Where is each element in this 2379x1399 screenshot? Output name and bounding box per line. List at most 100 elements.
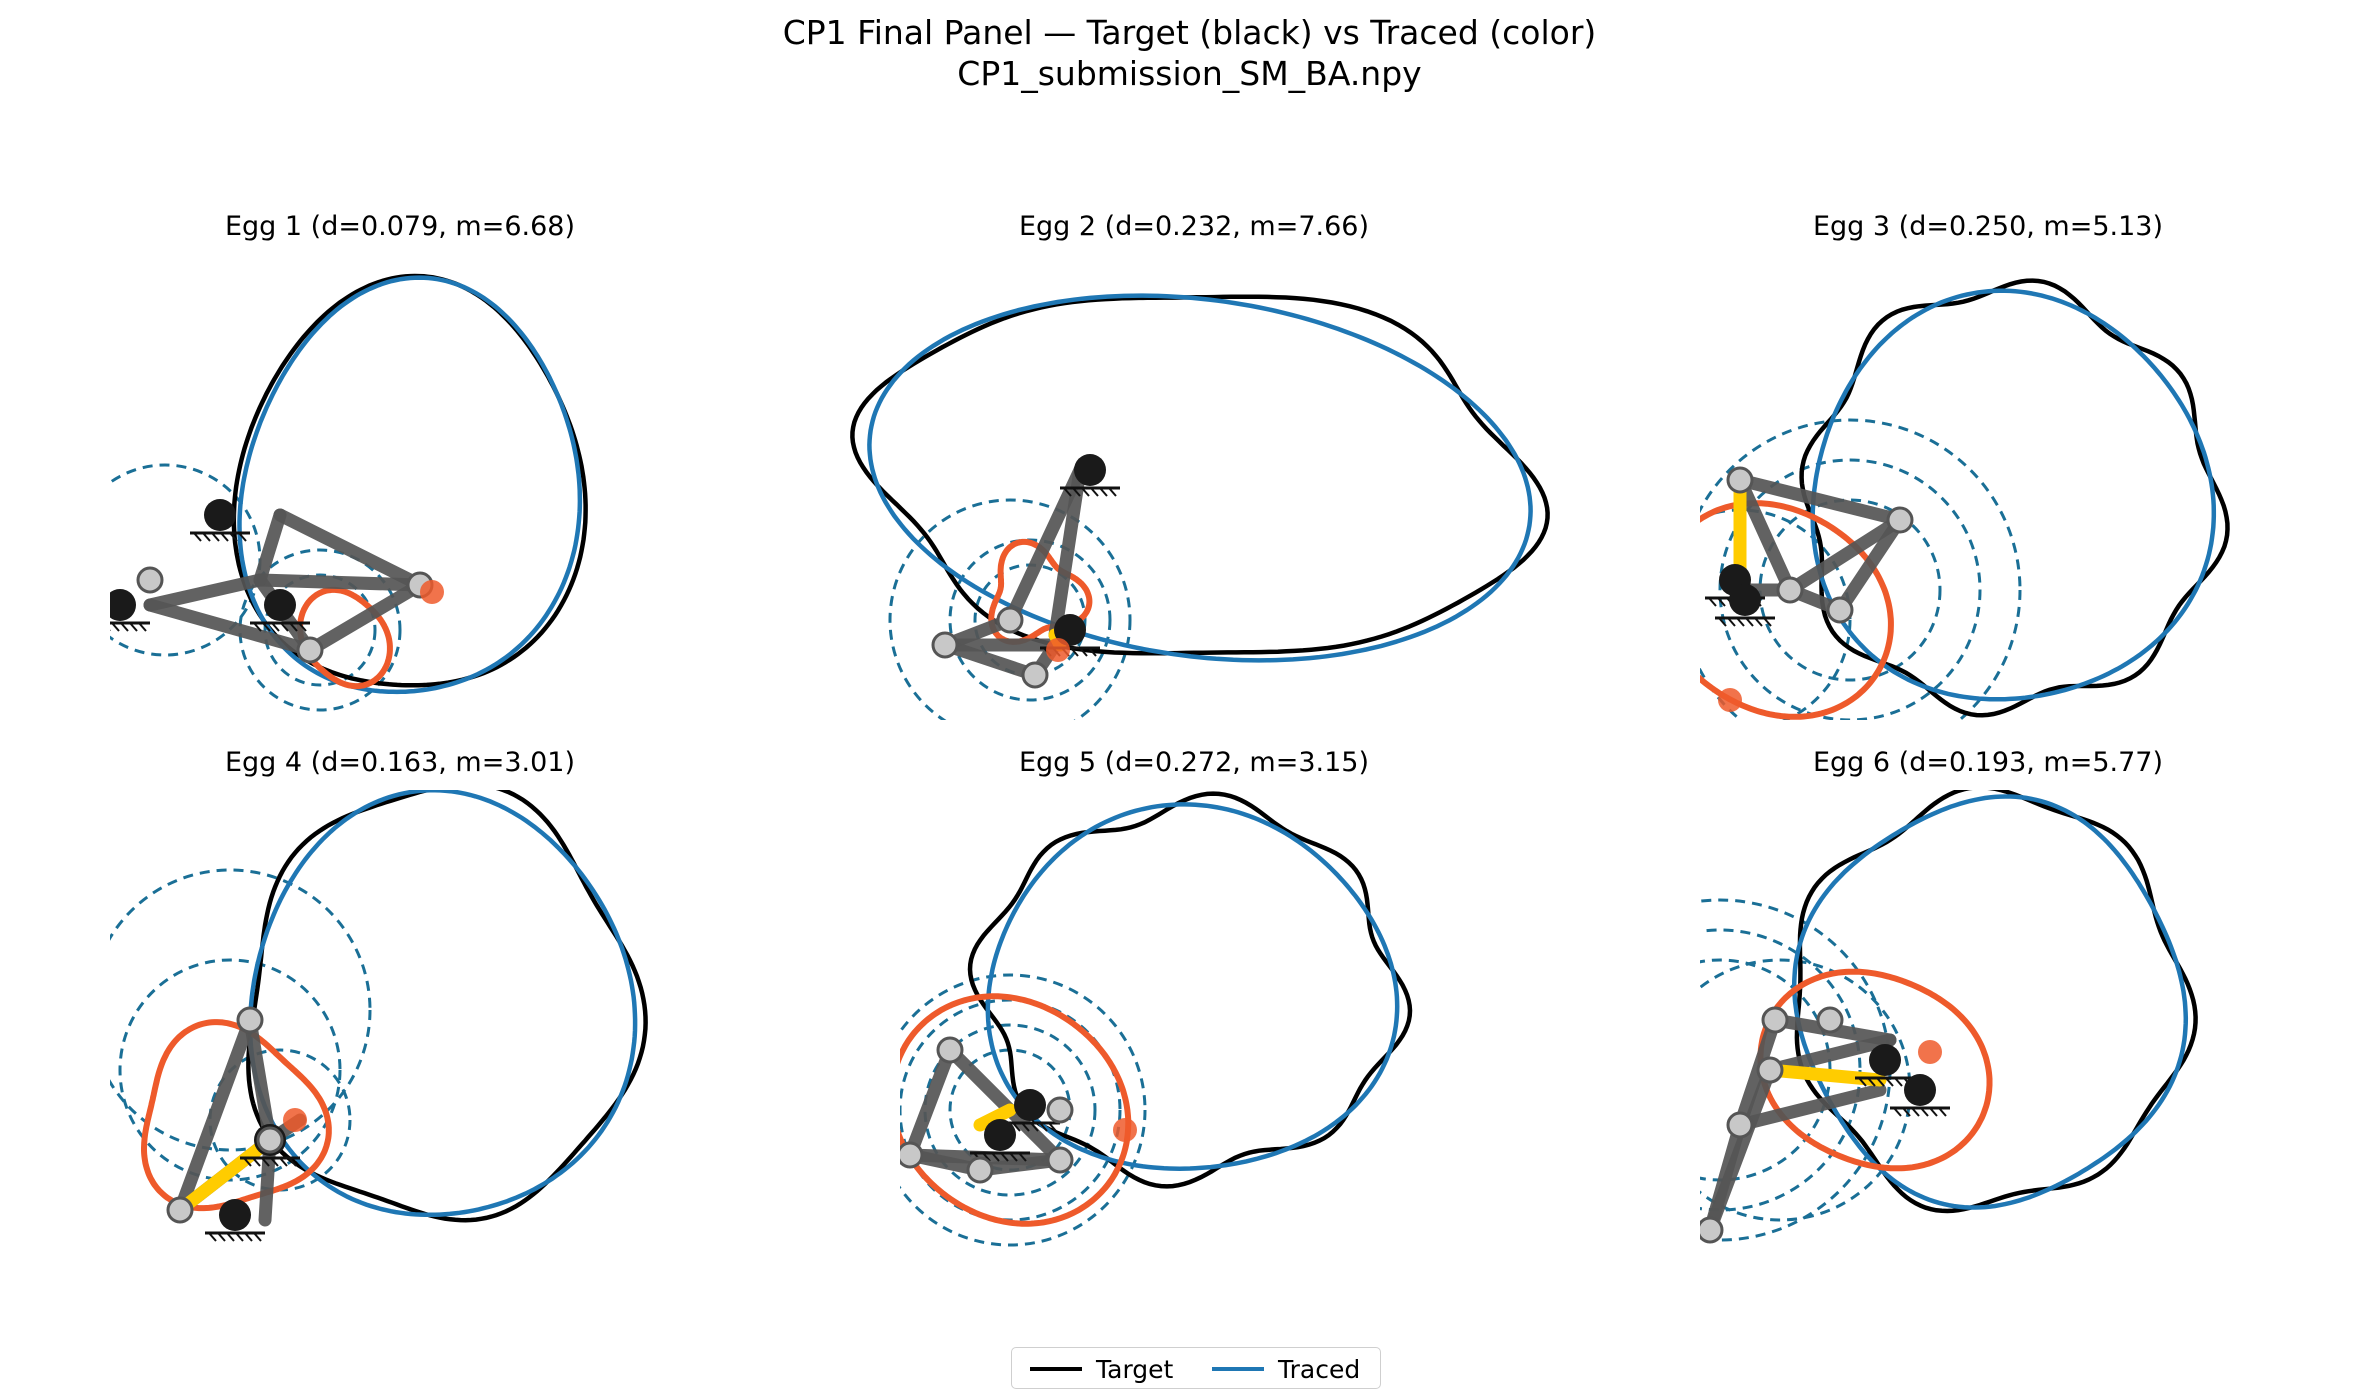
reach-circle	[1718, 458, 1982, 720]
ground-hatch	[298, 622, 307, 632]
ground-hatch	[244, 1232, 253, 1242]
linkage-bar	[903, 1043, 957, 1162]
moving-joint	[1816, 1006, 1844, 1034]
ground-hatch	[193, 532, 202, 542]
moving-joint	[966, 1156, 994, 1184]
legend-label-traced: Traced	[1278, 1354, 1361, 1384]
moving-joint	[1756, 1056, 1784, 1084]
fixed-joint	[219, 1199, 251, 1231]
moving-joint	[1726, 1111, 1754, 1139]
ground-hatch	[238, 532, 247, 542]
fixed-joint	[1729, 584, 1761, 616]
legend-item-traced: Traced	[1212, 1354, 1360, 1384]
target-curve	[850, 294, 1550, 656]
linkage-bar	[1003, 463, 1087, 627]
reach-circle	[1700, 928, 1862, 1212]
ground-hatch	[1099, 487, 1108, 497]
ground-hatch	[253, 622, 262, 632]
figure-title: CP1 Final Panel — Target (black) vs Trac…	[0, 12, 2379, 94]
linkage-bar	[1783, 513, 1907, 597]
linkage-bar	[243, 1013, 277, 1147]
traced-curve	[985, 802, 1400, 1171]
ground-hatch	[1081, 487, 1090, 497]
coupler-point	[1718, 688, 1742, 712]
moving-joint	[1700, 1216, 1724, 1244]
reach-circle	[1758, 498, 1942, 682]
ground-hatch	[1000, 1152, 1009, 1162]
ground-hatch	[1876, 1077, 1885, 1087]
linkage-bar	[1733, 1083, 1887, 1132]
fixed-joint	[1014, 1089, 1046, 1121]
reach-circle	[923, 1023, 1097, 1197]
ground-hatch	[211, 532, 220, 542]
ground-hatch	[1745, 617, 1754, 627]
reach-circle	[238, 548, 402, 712]
ground-hatch	[217, 1232, 226, 1242]
linkage-bar	[253, 573, 427, 592]
coupler-point	[1113, 1118, 1137, 1142]
ground-hatch	[1088, 647, 1097, 657]
ground-hatch	[261, 1157, 270, 1167]
moving-joint	[1021, 661, 1049, 689]
moving-joint	[996, 606, 1024, 634]
coupler-point	[1918, 1040, 1942, 1064]
fixed-joint	[264, 589, 296, 621]
legend-swatch-target	[1030, 1367, 1082, 1371]
legend-label-target: Target	[1096, 1354, 1174, 1384]
reach-circle	[1700, 418, 2022, 720]
ground-hatch	[1708, 597, 1717, 607]
linkage-bar	[143, 598, 317, 657]
ground-hatch	[129, 622, 138, 632]
ground-hatch	[229, 532, 238, 542]
figure-subtitle: CP1_submission_SM_BA.npy	[957, 54, 1422, 93]
ground-hatch	[1108, 487, 1117, 497]
ground-hatch	[1920, 1107, 1929, 1117]
fixed-joint	[1869, 1044, 1901, 1076]
plot-egg-3	[1700, 278, 2230, 720]
ground-hatch	[1938, 1107, 1947, 1117]
traced-curve	[237, 275, 583, 695]
plot-egg-5	[900, 791, 1413, 1247]
ground-hatch	[202, 532, 211, 542]
moving-joint	[1726, 466, 1754, 494]
ground-hatch	[991, 1152, 1000, 1162]
ground-hatch	[1754, 617, 1763, 627]
ground-hatch	[120, 622, 129, 632]
ground-hatch	[235, 1232, 244, 1242]
ground-hatch	[1018, 1152, 1027, 1162]
ground-hatch	[1072, 487, 1081, 497]
reach-circle	[900, 973, 1147, 1247]
input-link	[173, 1133, 277, 1217]
fixed-joint	[1054, 614, 1086, 646]
ground-hatch	[138, 622, 147, 632]
ground-hatch	[253, 1232, 262, 1242]
plot-egg-2	[850, 293, 1550, 720]
ground-hatch	[1009, 1152, 1018, 1162]
ground-hatch	[982, 1152, 991, 1162]
moving-joint	[1776, 576, 1804, 604]
ground-hatch	[1929, 1107, 1938, 1117]
ground-hatch	[1717, 597, 1726, 607]
ground-hatch	[1030, 1122, 1039, 1132]
ground-hatch	[1718, 617, 1727, 627]
linkage-bar	[938, 638, 1042, 682]
coupler-point	[420, 580, 444, 604]
plot-egg-6	[1700, 790, 2198, 1244]
ground-hatch	[1858, 1077, 1867, 1087]
ground-hatch	[1867, 1077, 1876, 1087]
linkage-bar	[1703, 1063, 1777, 1237]
moving-joint	[166, 1196, 194, 1224]
moving-joint	[1761, 1006, 1789, 1034]
ground-hatch	[271, 622, 280, 632]
linkage-bar	[943, 1043, 1017, 1117]
moving-joint	[1046, 1146, 1074, 1174]
linkage-bar	[1833, 513, 1907, 617]
ground-hatch	[220, 532, 229, 542]
ground-hatch	[270, 1157, 279, 1167]
ground-hatch	[1736, 617, 1745, 627]
ground-hatch	[279, 1157, 288, 1167]
target-curve	[1794, 790, 2198, 1214]
ground-hatch	[1063, 487, 1072, 497]
panel-title-egg-6: Egg 6 (d=0.193, m=5.77)	[1812, 747, 2163, 778]
moving-joint	[900, 1141, 924, 1169]
